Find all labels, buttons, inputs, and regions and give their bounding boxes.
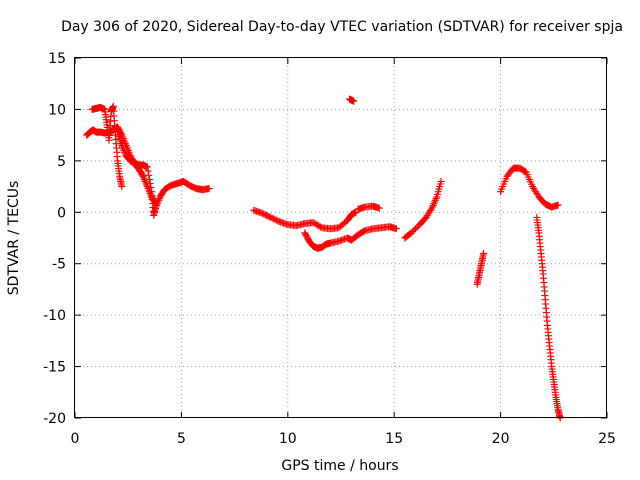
series-segment-2a <box>250 206 360 233</box>
plot-area-border <box>74 57 607 418</box>
x-tick-label: 5 <box>177 431 186 447</box>
data-point <box>155 196 163 204</box>
data-point <box>153 201 161 209</box>
data-point <box>155 195 163 203</box>
series-segment-2d <box>346 95 358 105</box>
x-tick-label: 10 <box>279 431 297 447</box>
data-point <box>270 215 278 223</box>
y-tick-label: -20 <box>43 411 66 427</box>
y-tick-label: 5 <box>57 154 66 170</box>
data-point <box>121 148 129 156</box>
series-segment-2b <box>301 223 400 252</box>
y-ticks: 15 10 5 0 -5 -10 -15 -20 <box>43 51 607 427</box>
x-tick-label: 20 <box>492 431 510 447</box>
y-tick-label: 0 <box>57 205 66 221</box>
y-tick-label: -10 <box>43 308 66 324</box>
data-point <box>392 225 400 233</box>
data-point <box>429 203 436 211</box>
data-point <box>143 163 151 171</box>
data-point <box>429 201 437 209</box>
series-segment-4 <box>473 249 488 288</box>
data-point <box>121 138 129 146</box>
data-point <box>139 172 147 180</box>
series-segment-1c <box>114 128 213 219</box>
data-point <box>140 174 148 182</box>
data-point <box>153 200 161 208</box>
data-point <box>145 171 153 179</box>
x-axis-label: GPS time / hours <box>281 458 398 474</box>
data-point <box>554 201 562 209</box>
data-point <box>432 195 440 203</box>
data-point <box>431 198 439 206</box>
data-point <box>118 183 126 191</box>
data-point <box>141 177 149 185</box>
y-tick-label: -5 <box>52 257 66 273</box>
data-point <box>430 200 438 208</box>
y-tick-label: 10 <box>48 102 66 118</box>
data-point <box>375 204 383 212</box>
data-point <box>205 185 213 193</box>
series-segment-3 <box>401 177 445 242</box>
x-tick-label: 25 <box>598 431 616 447</box>
grid-lines <box>75 58 607 418</box>
data-point <box>480 249 488 257</box>
series-segment-2c <box>354 202 383 213</box>
data-point <box>146 180 154 187</box>
data-point <box>264 212 272 220</box>
series-segment-1b <box>88 102 126 191</box>
data-point <box>431 196 439 204</box>
data-point <box>119 145 127 153</box>
chart-title: Day 306 of 2020, Sidereal Day-to-day VTE… <box>61 19 623 35</box>
data-point <box>120 147 128 155</box>
data-point <box>138 171 146 179</box>
x-ticks: 0 5 10 15 20 25 <box>71 58 616 447</box>
data-point <box>316 223 324 231</box>
series-segment-6 <box>533 213 564 422</box>
x-tick-label: 15 <box>385 431 403 447</box>
data-points <box>83 95 564 422</box>
y-tick-label: -15 <box>43 360 66 376</box>
data-point <box>350 97 358 105</box>
data-point <box>152 203 160 211</box>
data-point <box>154 198 162 206</box>
y-tick-label: 15 <box>48 51 66 67</box>
data-point <box>309 219 317 227</box>
data-point <box>437 177 445 185</box>
series-segment-5 <box>497 164 562 211</box>
data-point <box>271 216 279 223</box>
y-axis-label: SDTVAR / TECUs <box>6 181 22 296</box>
data-point <box>147 184 155 192</box>
data-point <box>146 175 153 183</box>
data-point <box>118 141 126 149</box>
x-tick-label: 0 <box>71 431 80 447</box>
data-point <box>263 211 270 219</box>
data-point <box>143 181 151 189</box>
data-point <box>144 167 152 175</box>
